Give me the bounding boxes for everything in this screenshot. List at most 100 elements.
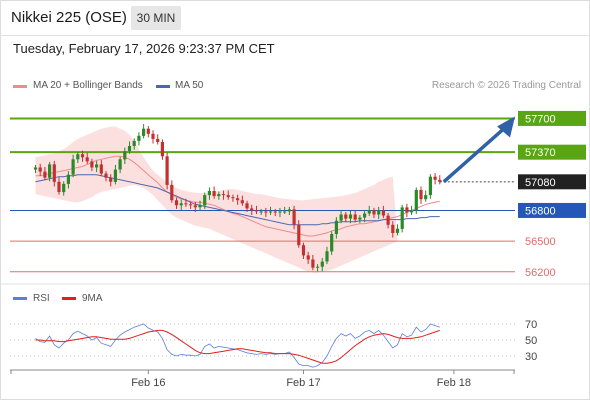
candle-body (297, 224, 301, 246)
candle-body (245, 203, 249, 209)
price-tag-56500: 56500 (525, 236, 556, 248)
candle-body (76, 154, 80, 160)
candle-body (184, 203, 188, 205)
candle-body (160, 142, 164, 157)
candle-body (85, 157, 89, 162)
price-tag-bg (518, 144, 586, 160)
candle-body (221, 194, 226, 196)
candle-body (71, 159, 75, 175)
candle-body (212, 191, 216, 197)
candle-body (353, 214, 357, 220)
price-tag-57700: 57700 (525, 113, 556, 125)
candle-body (424, 195, 428, 200)
candle-body (320, 261, 324, 267)
candle-body (62, 183, 66, 193)
candle-body (325, 251, 329, 262)
candle-body (259, 211, 263, 213)
candle-body (231, 197, 235, 199)
candle-body (156, 138, 160, 142)
candle-body (391, 224, 395, 233)
candle-body (330, 234, 334, 252)
forecast-arrow-head (497, 116, 515, 138)
candle-body (99, 164, 103, 174)
ma20-line (35, 155, 440, 237)
candle-body (400, 207, 404, 229)
candle-body (316, 266, 320, 268)
candle-body (405, 207, 409, 213)
rsi-tick-50: 50 (525, 335, 537, 347)
candle-body (165, 156, 169, 185)
candle-body (80, 154, 85, 158)
legend-9ma-label: 9MA (82, 293, 103, 304)
candle-body (170, 184, 174, 201)
candle-body (38, 167, 42, 172)
candle-body (240, 200, 244, 204)
header-bar: Nikkei 225 (OSE) 30 MIN (0, 0, 590, 36)
rsi-tick-70: 70 (525, 319, 537, 331)
candle-body (132, 140, 136, 146)
candle-body (33, 167, 38, 170)
candle-body (433, 176, 437, 180)
candle-body (414, 190, 418, 211)
candle-body (377, 210, 381, 215)
candle-body (90, 161, 94, 168)
candle-body (301, 245, 306, 256)
rsi-tick-30: 30 (525, 351, 537, 363)
candle-body (367, 210, 371, 214)
candle-body (95, 164, 99, 168)
candle-body (344, 214, 348, 219)
candle-body (217, 194, 221, 197)
candle-body (113, 169, 117, 182)
candle-body (363, 213, 367, 218)
candle-body (118, 159, 122, 170)
candle-body (236, 198, 240, 201)
candle-body (226, 195, 230, 198)
timeframe-badge[interactable]: 30 MIN (131, 6, 181, 30)
price-tag-bg (518, 202, 586, 218)
candle-body (292, 209, 296, 225)
candle-body (358, 217, 362, 220)
candle-body (254, 210, 258, 212)
rsi-line (35, 323, 440, 368)
candle-body (419, 190, 423, 200)
legend-rsi-swatch (13, 297, 27, 300)
candle-body (52, 164, 56, 182)
candle-body (174, 200, 179, 206)
price-tag-bg (518, 110, 586, 126)
candle-body (386, 215, 390, 225)
price-tag-57370: 57370 (525, 147, 556, 159)
legend-ma20-swatch (13, 85, 27, 88)
legend-ma50-label: MA 50 (175, 80, 204, 91)
candle-body (250, 208, 254, 211)
candle-body (43, 171, 47, 178)
candle-body (123, 151, 127, 160)
candle-body (207, 191, 211, 196)
timestamp: Tuesday, February 17, 2026 9:23:37 PM CE… (13, 41, 275, 56)
candle-body (146, 128, 150, 134)
candle-body (372, 210, 376, 215)
candle-body (179, 203, 183, 206)
candle-body (127, 146, 132, 152)
candle-body (273, 211, 277, 213)
candle-body (104, 173, 108, 178)
price-tag-56200: 56200 (525, 267, 556, 279)
x-tick-label-Feb-16: Feb 16 (131, 377, 165, 389)
candle-body (264, 211, 268, 213)
price-tag-57080: 57080 (525, 177, 556, 189)
legend-rsi-label: RSI (33, 293, 50, 304)
candle-body (395, 228, 400, 233)
candle-body (311, 259, 315, 268)
legend-ma50-swatch (156, 85, 170, 88)
candle-body (66, 174, 70, 184)
candle-body (306, 255, 310, 260)
candle-body (193, 205, 197, 208)
x-tick-label-Feb-18: Feb 18 (437, 377, 471, 389)
candle-body (151, 133, 155, 139)
rsi-9ma-line (35, 329, 440, 364)
price-tag-bg (518, 174, 586, 190)
credit-text: Research © 2026 Trading Central (431, 80, 581, 91)
forecast-arrow-shaft (442, 128, 505, 184)
candle-body (203, 195, 207, 206)
candle-body (381, 210, 385, 216)
